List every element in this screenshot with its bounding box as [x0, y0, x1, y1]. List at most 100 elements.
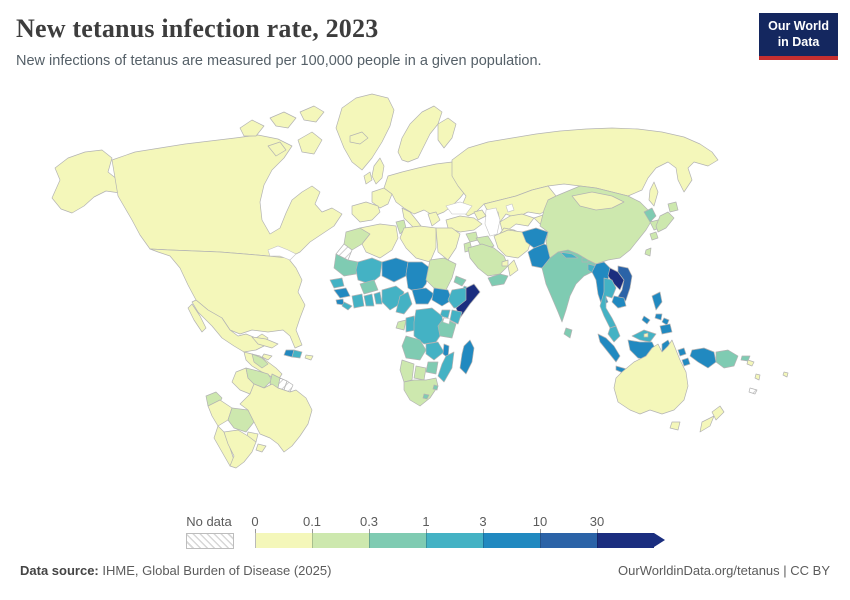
country-japan[interactable] [655, 211, 675, 233]
country-syria[interactable] [465, 231, 479, 243]
country-central-african-republic[interactable] [411, 287, 435, 305]
country-niger[interactable] [381, 257, 409, 283]
country-mali[interactable] [355, 257, 383, 285]
legend-bin-6[interactable] [597, 533, 654, 548]
country-uzbekistan[interactable] [499, 213, 535, 231]
country-cote-divoire[interactable] [351, 293, 365, 309]
country-brunei[interactable] [643, 332, 649, 338]
country-sri-lanka[interactable] [563, 327, 573, 339]
country-mozambique[interactable] [437, 351, 455, 383]
country-indonesia-maluku[interactable] [677, 347, 687, 357]
country-vanuatu[interactable] [754, 373, 761, 381]
country-venezuela[interactable] [245, 367, 273, 389]
country-egypt[interactable] [435, 227, 461, 261]
country-botswana[interactable] [413, 365, 427, 381]
legend-bin-1[interactable] [312, 533, 369, 548]
country-jamaica[interactable] [261, 353, 273, 361]
country-kenya[interactable] [449, 309, 463, 325]
country-tasmania[interactable] [669, 421, 681, 431]
country-gabon[interactable] [395, 319, 407, 331]
country-arctic-island[interactable] [269, 111, 297, 129]
legend-no-data-swatch[interactable] [186, 533, 234, 549]
country-uganda[interactable] [439, 309, 451, 319]
country-peru[interactable] [207, 399, 233, 427]
country-cuba[interactable] [251, 336, 279, 349]
country-togo-benin[interactable] [373, 291, 383, 305]
country-algeria[interactable] [359, 223, 399, 259]
country-indonesia-sumatra[interactable] [597, 333, 621, 363]
country-somalia[interactable] [455, 283, 481, 319]
country-namibia[interactable] [399, 359, 415, 383]
country-philippines-luzon[interactable] [651, 291, 663, 311]
country-united-kingdom[interactable] [371, 157, 385, 185]
legend-color-bar[interactable] [255, 533, 654, 548]
country-sakhalin[interactable] [648, 181, 659, 207]
country-new-caledonia[interactable] [748, 387, 758, 395]
country-solomon-islands[interactable] [746, 359, 755, 367]
country-thailand[interactable] [599, 277, 617, 329]
country-mongolia[interactable] [571, 191, 625, 211]
country-arctic-island[interactable] [239, 119, 265, 137]
country-cameroon[interactable] [395, 291, 413, 315]
country-australia[interactable] [613, 339, 689, 415]
country-russia[interactable] [451, 127, 719, 217]
country-brazil[interactable] [239, 383, 313, 453]
country-ghana[interactable] [363, 293, 375, 307]
country-burkina-faso[interactable] [359, 279, 379, 295]
country-japan[interactable] [667, 201, 679, 213]
country-yemen[interactable] [487, 273, 509, 287]
country-new-zealand[interactable] [711, 405, 725, 421]
country-south-africa[interactable] [403, 377, 439, 407]
legend-bin-5[interactable] [540, 533, 597, 548]
country-philippines-visayas[interactable] [654, 313, 663, 321]
country-puerto-rico[interactable] [304, 354, 314, 361]
country-honduras-nicaragua[interactable] [251, 353, 269, 369]
country-iberia[interactable] [351, 201, 381, 223]
country-zimbabwe[interactable] [425, 361, 439, 375]
country-iran[interactable] [493, 229, 533, 259]
country-zambia[interactable] [425, 341, 445, 361]
country-uae[interactable] [501, 259, 509, 267]
country-north-korea[interactable] [643, 207, 657, 223]
country-mauritania[interactable] [333, 253, 359, 277]
country-china[interactable] [539, 185, 653, 265]
country-uruguay[interactable] [255, 443, 267, 453]
country-liberia[interactable] [341, 301, 353, 311]
country-fiji[interactable] [782, 371, 789, 378]
country-mexico-baja[interactable] [187, 303, 207, 333]
country-philippines-palawan[interactable] [641, 315, 651, 325]
country-argentina[interactable] [223, 429, 257, 469]
country-malaysia[interactable] [607, 325, 621, 343]
legend-bin-3[interactable] [426, 533, 483, 548]
country-tanzania[interactable] [437, 317, 457, 339]
country-myanmar[interactable] [591, 261, 611, 307]
country-taiwan[interactable] [644, 247, 652, 257]
legend-bin-4[interactable] [483, 533, 540, 548]
country-angola[interactable] [401, 335, 427, 361]
country-south-sudan[interactable] [431, 287, 453, 307]
country-caucasus[interactable] [473, 209, 487, 221]
country-iceland[interactable] [349, 131, 369, 145]
country-arctic-island[interactable] [299, 105, 325, 123]
country-dominican-republic[interactable] [291, 349, 303, 359]
legend-bin-0[interactable] [255, 533, 312, 548]
country-canada[interactable] [111, 134, 343, 259]
country-scandinavia[interactable] [397, 105, 443, 163]
legend-bin-2[interactable] [369, 533, 426, 548]
country-baffin-island[interactable] [297, 131, 323, 155]
country-oman[interactable] [507, 259, 519, 277]
country-eswatini[interactable] [432, 384, 439, 391]
country-guinea[interactable] [333, 287, 351, 299]
country-indonesia-maluku[interactable] [681, 357, 691, 367]
country-ireland[interactable] [363, 171, 373, 185]
country-philippines-mindanao[interactable] [659, 323, 673, 335]
country-philippines-visayas[interactable] [661, 317, 670, 326]
country-eritrea[interactable] [453, 275, 467, 287]
country-japan[interactable] [649, 231, 659, 241]
country-usa[interactable] [149, 248, 306, 349]
country-indonesia-papua[interactable] [689, 347, 717, 369]
country-greece[interactable] [427, 211, 441, 227]
country-papua-new-guinea[interactable] [715, 349, 739, 369]
country-senegal[interactable] [329, 277, 345, 289]
country-cambodia[interactable] [611, 295, 627, 309]
